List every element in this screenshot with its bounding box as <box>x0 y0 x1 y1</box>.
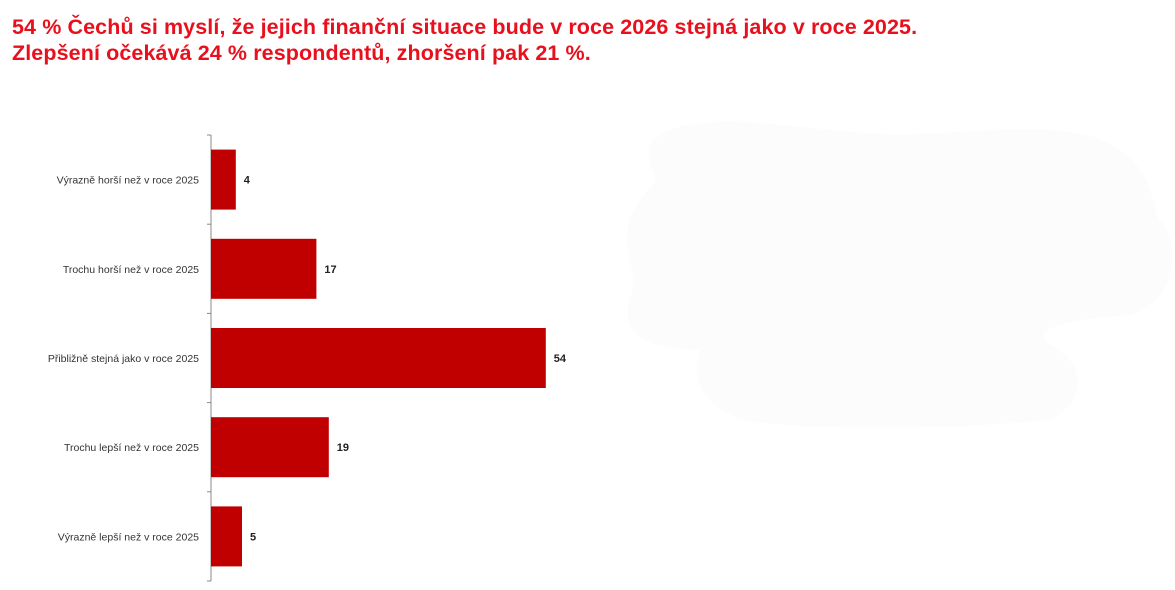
category-label: Výrazně horší než v roce 2025 <box>57 175 200 187</box>
bar <box>211 238 317 299</box>
category-label: Trochu horší než v roce 2025 <box>63 264 199 276</box>
category-label: Trochu lepší než v roce 2025 <box>64 442 199 454</box>
data-label: 17 <box>324 264 336 276</box>
background-shape <box>627 121 1173 428</box>
bar <box>211 417 329 478</box>
headline-line-1: 54 % Čechů si myslí, že jejich finanční … <box>12 15 918 39</box>
data-label: 4 <box>244 175 251 187</box>
bar <box>211 506 242 567</box>
bar <box>211 149 236 210</box>
data-label: 54 <box>554 353 567 365</box>
category-label: Výrazně lepší než v roce 2025 <box>58 531 199 543</box>
headline-line-2: Zlepšení očekává 24 % respondentů, zhorš… <box>12 41 591 65</box>
bar <box>211 328 546 388</box>
data-label: 5 <box>250 531 256 543</box>
category-label: Přibližně stejná jako v roce 2025 <box>48 353 199 365</box>
data-label: 19 <box>337 442 349 454</box>
headline: 54 % Čechů si myslí, že jejich finanční … <box>12 14 917 66</box>
